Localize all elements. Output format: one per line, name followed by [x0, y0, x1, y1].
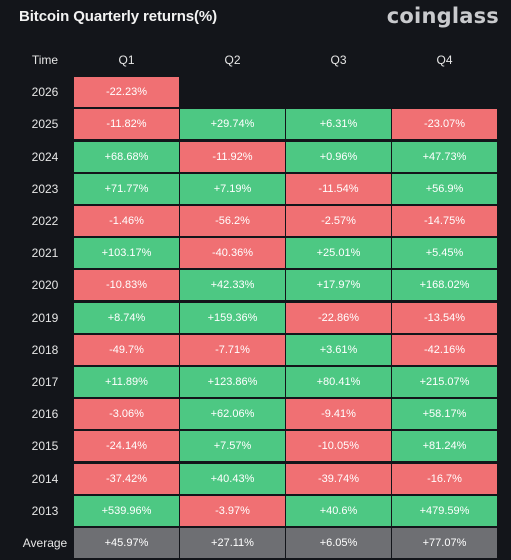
return-cell: +42.33%	[180, 270, 285, 301]
return-cell: -11.92%	[180, 141, 285, 172]
time-column-header: Time	[31, 53, 59, 67]
year-label: 2019	[31, 310, 59, 325]
return-cell: +25.01%	[286, 238, 391, 269]
return-cell: -42.16%	[392, 334, 497, 365]
average-cell: +6.05%	[286, 528, 391, 558]
return-cell: +17.97%	[286, 270, 391, 301]
year-row-2022: 2022 -1.46% -56.2% -2.57% -14.75%	[0, 205, 511, 237]
return-cell: -37.42%	[74, 463, 179, 494]
year-label: 2023	[31, 181, 59, 196]
year-row-2020: 2020 -10.83% +42.33% +17.97% +168.02%	[0, 269, 511, 301]
year-row-2016: 2016 -3.06% +62.06% -9.41% +58.17%	[0, 398, 511, 430]
return-cell: -10.83%	[74, 270, 179, 301]
average-cell: +45.97%	[74, 528, 179, 558]
return-cell: +159.36%	[180, 302, 285, 333]
return-cell: +62.06%	[180, 399, 285, 430]
return-cell: +5.45%	[392, 238, 497, 269]
year-row-2014: 2014 -37.42% +40.43% -39.74% -16.7%	[0, 463, 511, 495]
year-label: 2021	[31, 246, 59, 261]
year-label: 2022	[31, 214, 59, 228]
column-header-q3: Q3	[330, 53, 347, 67]
column-header-q4: Q4	[436, 53, 453, 67]
return-cell: -13.54%	[392, 302, 497, 333]
return-cell: +539.96%	[74, 495, 179, 526]
year-label: 2025	[31, 117, 59, 132]
chart-title: Bitcoin Quarterly returns(%)	[19, 8, 218, 25]
return-cell: -24.14%	[74, 431, 179, 462]
year-row-2017: 2017 +11.89% +123.86% +80.41% +215.07%	[0, 366, 511, 398]
return-cell: +56.9%	[392, 173, 497, 204]
return-cell: -3.06%	[74, 399, 179, 430]
return-cell: -22.86%	[286, 302, 391, 333]
header-row: Time Q1 Q2 Q3 Q4	[0, 44, 511, 76]
return-cell: +47.73%	[392, 141, 497, 172]
return-cell: -23.07%	[392, 109, 497, 140]
year-label: 2016	[31, 407, 59, 422]
return-cell: -2.57%	[286, 206, 391, 236]
return-cell: +3.61%	[286, 334, 391, 365]
year-label: 2018	[31, 342, 59, 357]
return-cell: +68.68%	[74, 141, 179, 172]
column-header-q2: Q2	[224, 53, 241, 67]
year-label: 2015	[31, 439, 59, 454]
return-cell: +58.17%	[392, 399, 497, 430]
return-cell: +11.89%	[74, 367, 179, 397]
year-label: 2020	[31, 278, 59, 293]
return-cell: +80.41%	[286, 367, 391, 397]
return-cell: -56.2%	[180, 206, 285, 236]
year-row-2021: 2021 +103.17% -40.36% +25.01% +5.45%	[0, 237, 511, 269]
return-cell: +40.43%	[180, 463, 285, 494]
return-cell: -10.05%	[286, 431, 391, 462]
year-label: 2013	[31, 503, 59, 518]
return-cell: +168.02%	[392, 270, 497, 301]
year-row-2025: 2025 -11.82% +29.74% +6.31% -23.07%	[0, 108, 511, 140]
year-label: 2024	[31, 149, 59, 164]
year-row-2023: 2023 +71.77% +7.19% -11.54% +56.9%	[0, 173, 511, 205]
return-cell: -1.46%	[74, 206, 179, 236]
coinglass-logo: coinglass	[386, 4, 499, 28]
average-row: Average +45.97% +27.11% +6.05% +77.07%	[0, 527, 511, 559]
year-row-2015: 2015 -24.14% +7.57% -10.05% +81.24%	[0, 430, 511, 462]
return-cell: +215.07%	[392, 367, 497, 397]
chart-header: Bitcoin Quarterly returns(%) coinglass	[0, 0, 511, 40]
return-cell: +29.74%	[180, 109, 285, 140]
year-label: 2026	[31, 85, 59, 100]
return-cell: +6.31%	[286, 109, 391, 140]
average-label: Average	[22, 536, 68, 550]
return-cell: +0.96%	[286, 141, 391, 172]
average-cell: +77.07%	[392, 528, 497, 558]
return-cell: -40.36%	[180, 238, 285, 269]
return-cell: -14.75%	[392, 206, 497, 236]
return-cell: -49.7%	[74, 334, 179, 365]
column-header-q1: Q1	[118, 53, 135, 67]
return-cell: -11.82%	[74, 109, 179, 140]
year-row-2024: 2024 +68.68% -11.92% +0.96% +47.73%	[0, 141, 511, 173]
year-row-2013: 2013 +539.96% -3.97% +40.6% +479.59%	[0, 495, 511, 527]
return-cell: -16.7%	[392, 463, 497, 494]
return-cell: +7.57%	[180, 431, 285, 462]
year-row-2026: 2026 -22.23%	[0, 76, 511, 108]
year-label: 2014	[31, 471, 59, 486]
year-row-2019: 2019 +8.74% +159.36% -22.86% -13.54%	[0, 302, 511, 334]
average-cell: +27.11%	[180, 528, 285, 558]
return-cell: -39.74%	[286, 463, 391, 494]
return-cell: +123.86%	[180, 367, 285, 397]
return-cell: +479.59%	[392, 495, 497, 526]
return-cell: +103.17%	[74, 238, 179, 269]
return-cell: +8.74%	[74, 302, 179, 333]
return-cell: +7.19%	[180, 173, 285, 204]
return-cell: +71.77%	[74, 173, 179, 204]
return-cell: -7.71%	[180, 334, 285, 365]
return-cell: -22.23%	[74, 77, 179, 108]
return-cell: +81.24%	[392, 431, 497, 462]
year-row-2018: 2018 -49.7% -7.71% +3.61% -42.16%	[0, 334, 511, 366]
return-cell: +40.6%	[286, 495, 391, 526]
year-label: 2017	[31, 375, 59, 389]
return-cell: -11.54%	[286, 173, 391, 204]
return-cell: -3.97%	[180, 495, 285, 526]
return-cell: -9.41%	[286, 399, 391, 430]
